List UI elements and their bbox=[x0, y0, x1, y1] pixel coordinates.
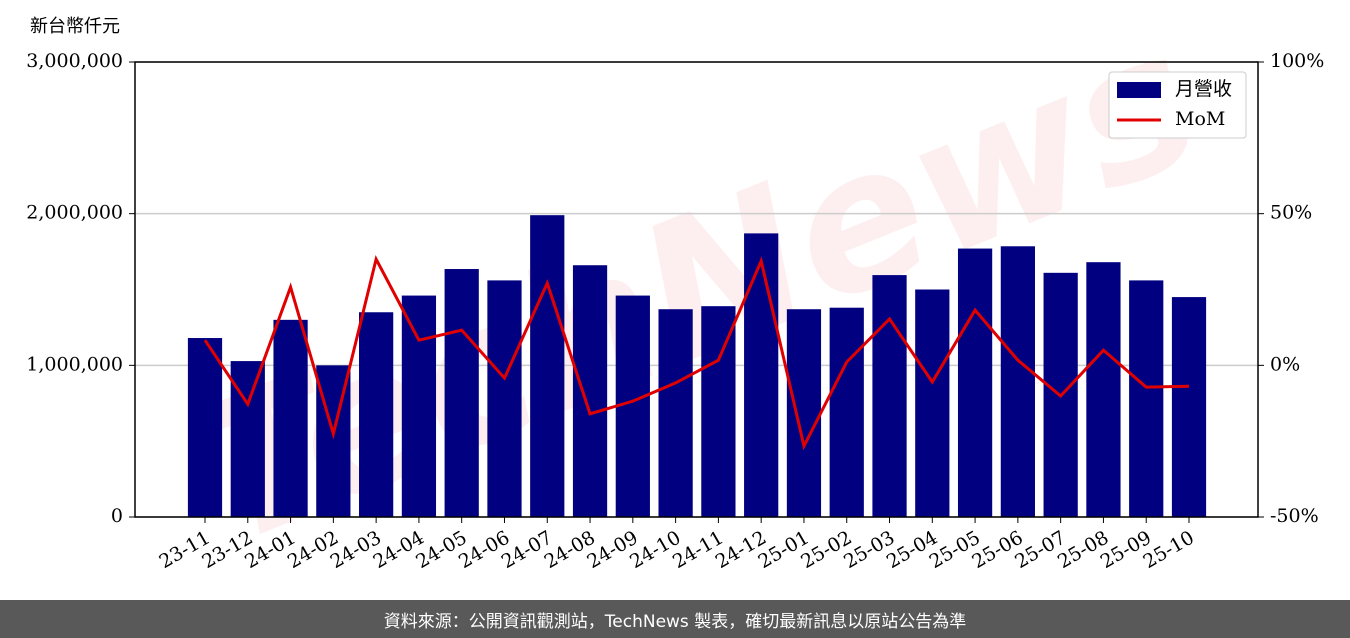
y2-tick-label: -50% bbox=[1270, 505, 1319, 527]
bar bbox=[786, 309, 822, 517]
bar bbox=[872, 275, 907, 517]
plot-frame bbox=[134, 61, 1259, 518]
bar bbox=[487, 280, 522, 517]
legend-label: MoM bbox=[1175, 108, 1225, 130]
bar bbox=[744, 233, 779, 517]
bar bbox=[701, 306, 736, 517]
bar bbox=[359, 312, 394, 517]
bar bbox=[615, 295, 650, 517]
footer: 資料來源：公開資訊觀測站，TechNews 製表，確切最新訊息以原站公告為準 bbox=[0, 600, 1350, 638]
chart: 新台幣仟元 TechNews 01,000,0002,000,0003,000,… bbox=[26, 0, 1324, 588]
y2-tick-label: 100% bbox=[1270, 50, 1324, 72]
bar bbox=[1171, 297, 1207, 517]
y2-tick-label: 50% bbox=[1270, 202, 1312, 224]
bar bbox=[187, 338, 223, 517]
bar bbox=[1129, 280, 1164, 517]
legend-swatch bbox=[1117, 82, 1161, 98]
y-tick-label: 0 bbox=[111, 505, 123, 527]
bar bbox=[401, 295, 437, 517]
bar bbox=[829, 307, 864, 517]
y-tick-label: 2,000,000 bbox=[26, 202, 123, 224]
line bbox=[203, 254, 1190, 451]
bar bbox=[1000, 246, 1035, 517]
bar bbox=[658, 309, 693, 517]
legend-label: 月營收 bbox=[1175, 78, 1232, 100]
bar bbox=[1086, 262, 1121, 517]
y-tick-label: 1,000,000 bbox=[26, 353, 123, 375]
bar bbox=[957, 248, 993, 518]
y-axis-unit: 新台幣仟元 bbox=[30, 16, 120, 37]
bar bbox=[530, 215, 565, 517]
y2-tick-label: 0% bbox=[1270, 353, 1300, 375]
x-tick-label: 25-10 bbox=[1140, 527, 1198, 573]
bar bbox=[444, 269, 479, 517]
bar bbox=[273, 319, 308, 517]
bar bbox=[572, 265, 608, 517]
bar bbox=[915, 289, 950, 517]
y-tick-label: 3,000,000 bbox=[26, 50, 123, 72]
